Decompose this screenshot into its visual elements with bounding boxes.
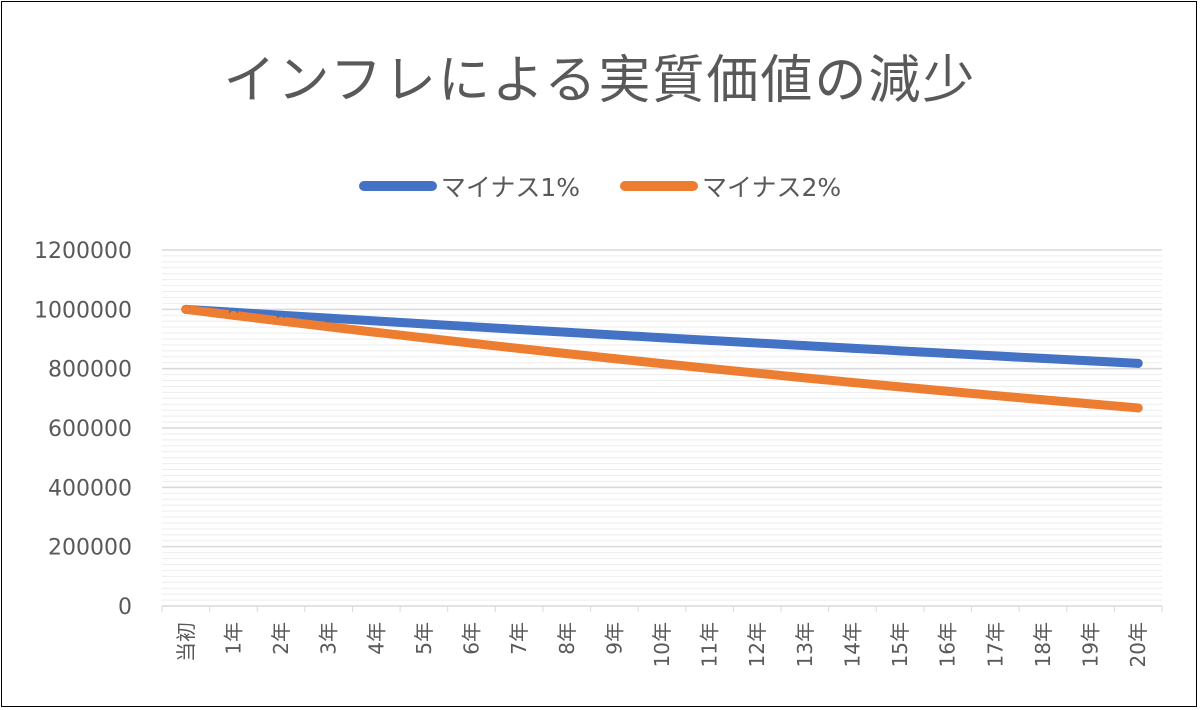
data-point-series-2 (228, 310, 238, 320)
data-point-series-1 (705, 335, 715, 345)
x-tick-label: 12年 (745, 622, 769, 667)
data-point-series-1 (514, 324, 524, 334)
y-tick-label: 1200000 (34, 239, 132, 264)
data-point-series-1 (1086, 356, 1096, 366)
x-tick-label: 5年 (412, 622, 436, 655)
data-point-series-2 (800, 373, 810, 383)
x-tick-label: 当初 (174, 622, 198, 662)
x-tick-label: 20年 (1126, 622, 1150, 667)
y-tick-label: 800000 (48, 358, 132, 383)
x-tick-label: 19年 (1079, 622, 1103, 667)
data-point-series-2 (514, 343, 524, 353)
y-tick-label: 1000000 (34, 298, 132, 323)
legend-item-series-1[interactable]: マイナス1% (358, 168, 580, 204)
chart-legend: マイナス1% マイナス2% (0, 168, 1200, 204)
data-point-series-2 (705, 363, 715, 373)
x-tick-label: 2年 (269, 622, 293, 655)
data-point-series-1 (562, 327, 572, 337)
data-point-series-1 (847, 343, 857, 353)
x-tick-label: 7年 (507, 622, 531, 655)
legend-label-series-2: マイナス2% (702, 173, 842, 202)
data-point-series-1 (752, 338, 762, 348)
data-point-series-1 (657, 333, 667, 343)
y-tick-label: 0 (118, 595, 132, 620)
x-tick-label: 10年 (650, 622, 674, 667)
data-point-series-2 (895, 382, 905, 392)
data-point-series-2 (1038, 395, 1048, 405)
data-point-series-2 (943, 386, 953, 396)
x-tick-label: 11年 (698, 622, 722, 667)
x-tick-label: 18年 (1031, 622, 1055, 667)
data-point-series-1 (371, 316, 381, 326)
data-point-series-2 (324, 322, 334, 332)
data-point-series-1 (324, 313, 334, 323)
x-tick-label: 14年 (840, 622, 864, 667)
data-point-series-1 (943, 348, 953, 358)
data-point-series-2 (562, 349, 572, 359)
y-tick-label: 400000 (48, 476, 132, 501)
x-tick-label: 4年 (364, 622, 388, 655)
legend-swatch-series-1 (358, 181, 437, 191)
x-tick-label: 17年 (983, 622, 1007, 667)
data-point-series-1 (1038, 353, 1048, 363)
data-point-series-1 (467, 322, 477, 332)
data-point-series-2 (419, 333, 429, 343)
x-tick-label: 15年 (888, 622, 912, 667)
chart-title: インフレによる実質価値の減少 (223, 51, 977, 111)
x-tick-label: 13年 (793, 622, 817, 667)
legend-label-series-1: マイナス1% (440, 173, 580, 202)
data-point-series-2 (657, 359, 667, 369)
data-point-series-2 (1133, 403, 1143, 413)
x-tick-label: 8年 (555, 622, 579, 655)
x-tick-label: 3年 (317, 622, 341, 655)
x-tick-label: 6年 (460, 622, 484, 655)
data-point-series-2 (1086, 399, 1096, 409)
data-point-series-1 (1133, 358, 1143, 368)
data-point-series-2 (181, 304, 191, 314)
data-point-series-1 (419, 319, 429, 329)
legend-swatch-series-2 (620, 181, 698, 191)
x-tick-label: 1年 (221, 622, 245, 655)
data-point-series-1 (895, 346, 905, 356)
data-point-series-2 (371, 327, 381, 337)
data-point-series-1 (609, 330, 619, 340)
data-point-series-2 (990, 391, 1000, 401)
data-point-series-1 (990, 351, 1000, 361)
data-point-series-2 (752, 368, 762, 378)
legend-item-series-2[interactable]: マイナス2% (620, 168, 841, 204)
x-tick-label: 16年 (936, 622, 960, 667)
y-tick-label: 600000 (48, 417, 132, 442)
data-point-series-2 (467, 338, 477, 348)
data-point-series-2 (276, 316, 286, 326)
x-tick-label: 9年 (602, 622, 626, 655)
data-point-series-2 (609, 354, 619, 364)
data-point-series-1 (800, 341, 810, 351)
y-tick-label: 200000 (48, 536, 132, 561)
data-point-series-2 (847, 377, 857, 387)
